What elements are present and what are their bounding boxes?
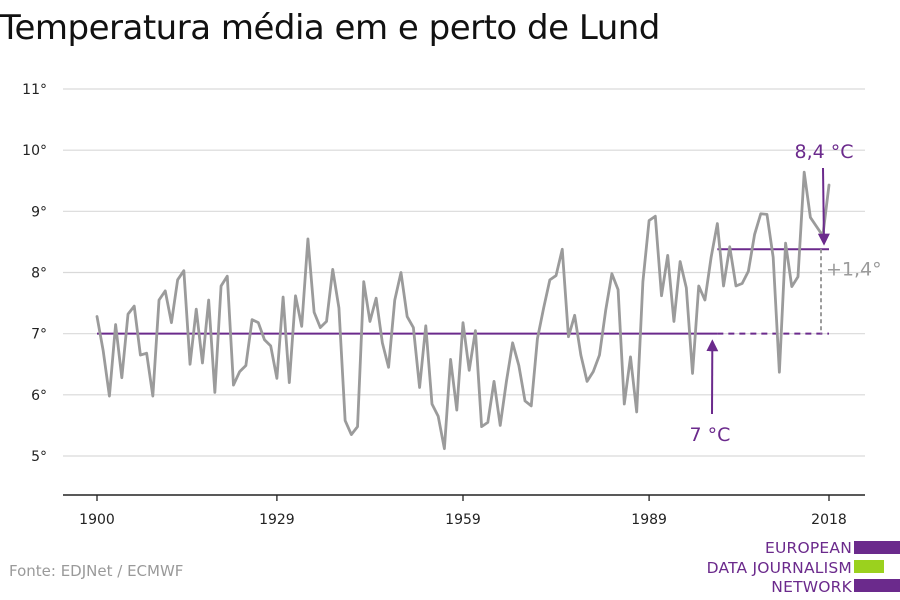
y-tick-label: 8° bbox=[31, 266, 47, 282]
series-layer bbox=[95, 170, 831, 451]
annotations: 7 °C 8,4 °C +1,4° bbox=[690, 141, 882, 446]
difference-label: +1,4° bbox=[826, 258, 882, 280]
logo-text: EUROPEAN DATA JOURNALISM NETWORK bbox=[707, 539, 852, 598]
x-tick-label: 2018 bbox=[811, 512, 847, 528]
y-tick-label: 10° bbox=[22, 143, 47, 159]
logo-line-2: DATA JOURNALISM bbox=[706, 558, 852, 577]
y-tick-label: 9° bbox=[31, 204, 47, 220]
x-tick-label: 1900 bbox=[79, 512, 115, 528]
logo-bar-middle bbox=[854, 560, 884, 573]
chart-title: Temperatura média em e perto de Lund bbox=[0, 8, 660, 48]
logo-line-1: EUROPEAN bbox=[764, 539, 852, 557]
x-tick-label: 1929 bbox=[259, 512, 295, 528]
edjnet-logo: EUROPEAN DATA JOURNALISM NETWORK bbox=[700, 539, 900, 597]
recent-label: 8,4 °C bbox=[794, 141, 853, 163]
y-tick-label: 7° bbox=[31, 327, 47, 343]
source-note: Fonte: EDJNet / ECMWF bbox=[9, 562, 184, 580]
y-tick-label: 6° bbox=[31, 388, 47, 404]
logo-bar-top bbox=[854, 541, 900, 554]
baseline-label: 7 °C bbox=[690, 424, 731, 446]
logo-bar-bottom bbox=[854, 579, 900, 592]
y-tick-label: 11° bbox=[22, 82, 47, 98]
temperature-series-line bbox=[95, 170, 831, 451]
y-tick-label: 5° bbox=[31, 449, 47, 465]
logo-line-3: NETWORK bbox=[771, 578, 852, 596]
y-axis-ticks: 5° 6° 7° 8° 9° 10° 11° bbox=[22, 82, 47, 465]
x-tick-label: 1959 bbox=[445, 512, 481, 528]
x-tick-label: 1989 bbox=[631, 512, 667, 528]
x-axis: 1900 1929 1959 1989 2018 bbox=[63, 494, 865, 528]
recent-arrow bbox=[817, 167, 830, 246]
